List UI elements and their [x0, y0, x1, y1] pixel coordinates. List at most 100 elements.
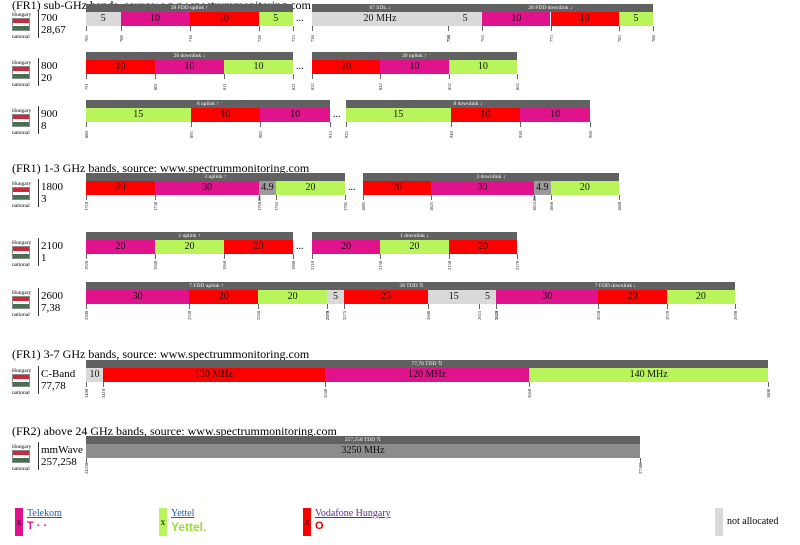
hungary-flag: Hungary national	[12, 444, 31, 472]
segment-header: 8 downlink ↓	[346, 100, 590, 108]
flag-stripe	[13, 188, 29, 192]
segment-header: 67 SDL ↓	[312, 4, 448, 12]
spectrum-block: 10	[482, 12, 551, 26]
frequency-tick-label: 940	[448, 131, 454, 138]
frequency-tick-label: 1980	[291, 261, 296, 270]
frequency-tick-label: 1940	[153, 261, 158, 270]
frequency-tick-label: 2530	[187, 311, 193, 320]
frequency-tick	[590, 122, 591, 127]
flag-icon	[12, 66, 30, 79]
section-title: (FR1) 1-3 GHz bands, source: www.spectru…	[12, 161, 310, 175]
frequency-tick	[428, 304, 430, 309]
frequency-tick-label: 1860	[548, 202, 554, 211]
flag-icon	[12, 114, 30, 127]
frequency-tick-label: 3660	[527, 389, 533, 398]
flag-stripe	[13, 458, 29, 462]
flag-stripe	[13, 122, 29, 126]
frequency-tick-label: 27500	[638, 462, 643, 474]
hungary-flag: Hungary national	[12, 181, 31, 209]
hungary-flag: Hungary national	[12, 60, 31, 88]
hungary-flag: Hungary national	[12, 368, 32, 396]
hungary-flag: Hungary national	[12, 12, 32, 40]
frequency-tick	[653, 26, 654, 31]
frequency-tick	[496, 304, 497, 309]
spectrum-block: 10	[448, 60, 517, 74]
frequency-tick-label: 2690	[733, 311, 738, 320]
frequency-tick	[448, 26, 449, 31]
frequency-tick-label: 2150	[446, 261, 452, 270]
flag-country-label: Hungary	[12, 368, 32, 374]
spectrum-block: 120 MHz	[324, 368, 530, 382]
frequency-tick-label: 880	[84, 131, 89, 138]
flag-scope-label: national	[12, 203, 30, 209]
spectrum-block: 10	[189, 12, 259, 26]
frequency-tick-label: 1855.05	[531, 196, 537, 211]
spectrum-block: 10	[450, 108, 521, 122]
frequency-tick-label: 2170	[515, 261, 520, 270]
band-separator	[38, 106, 39, 134]
frequency-tick	[312, 254, 313, 259]
frequency-tick-label: 960	[588, 131, 593, 138]
frequency-tick	[327, 304, 328, 309]
legend-swatch: x	[303, 508, 311, 536]
band-numbers: 28,67	[41, 24, 66, 36]
frequency-tick	[155, 254, 156, 259]
segment-header: 20 uplink ↑	[312, 52, 517, 60]
band-separator	[38, 10, 39, 38]
frequency-tick	[258, 26, 260, 31]
spectrum-block: 5	[448, 12, 483, 26]
frequency-tick	[293, 26, 294, 31]
frequency-tick	[312, 26, 313, 31]
frequency-tick-label: 708	[118, 35, 124, 42]
frequency-tick	[86, 74, 87, 79]
frequency-tick	[529, 382, 531, 387]
legend-operator-logo: Yettel.	[171, 520, 207, 534]
flag-icon	[12, 18, 30, 31]
spectrum-block: 10	[86, 368, 104, 382]
segment-header: 8 uplink ↑	[86, 100, 330, 108]
section-title: (FR1) 3-7 GHz bands, source: www.spectru…	[12, 347, 310, 361]
flag-stripe	[13, 375, 29, 379]
frequency-tick-label: 1785	[343, 202, 348, 211]
spectrum-block: 20	[224, 240, 293, 254]
frequency-tick	[324, 382, 326, 387]
spectrum-block: 10	[380, 60, 449, 74]
frequency-tick-label: 2620	[494, 311, 499, 320]
frequency-tick-label: 842	[378, 83, 384, 90]
spectrum-block: 20	[448, 240, 517, 254]
flag-country-label: Hungary	[12, 290, 32, 296]
flag-icon	[12, 187, 30, 200]
spectrum-block: 3250 MHz	[86, 444, 640, 458]
frequency-tick-label: 738	[310, 35, 315, 42]
spectrum-block: 15	[86, 108, 191, 122]
band-name: 700	[41, 12, 58, 24]
frequency-tick	[618, 26, 620, 31]
frequency-tick	[517, 254, 518, 259]
flag-stripe	[13, 70, 29, 75]
flag-scope-label: national	[12, 34, 30, 40]
band-numbers: 3	[41, 193, 47, 205]
flag-stripe	[13, 250, 29, 255]
gap-ellipsis: ...	[296, 13, 304, 24]
frequency-tick	[735, 304, 736, 309]
frequency-tick-label: 915	[328, 131, 333, 138]
frequency-tick	[343, 304, 345, 309]
frequency-tick-label: 1805	[361, 202, 366, 211]
spectrum-block: 10	[155, 60, 224, 74]
frequency-tick	[345, 195, 346, 200]
frequency-tick	[517, 74, 518, 79]
frequency-tick	[479, 304, 481, 309]
band-name: mmWave	[41, 444, 83, 456]
frequency-tick	[86, 122, 87, 127]
frequency-tick	[363, 195, 364, 200]
segment-header: 3 uplink ↑	[86, 173, 345, 181]
flag-stripe	[13, 254, 29, 258]
frequency-tick	[448, 254, 450, 259]
frequency-tick	[482, 26, 484, 31]
flag-country-label: Hungary	[12, 12, 32, 18]
section-title: (FR2) above 24 GHz bands, source: www.sp…	[12, 424, 337, 438]
legend-operator-name: not allocated	[727, 516, 779, 527]
flag-scope-label: national	[12, 466, 30, 472]
flag-stripe	[13, 67, 29, 71]
frequency-tick-label: 1880	[617, 202, 622, 211]
